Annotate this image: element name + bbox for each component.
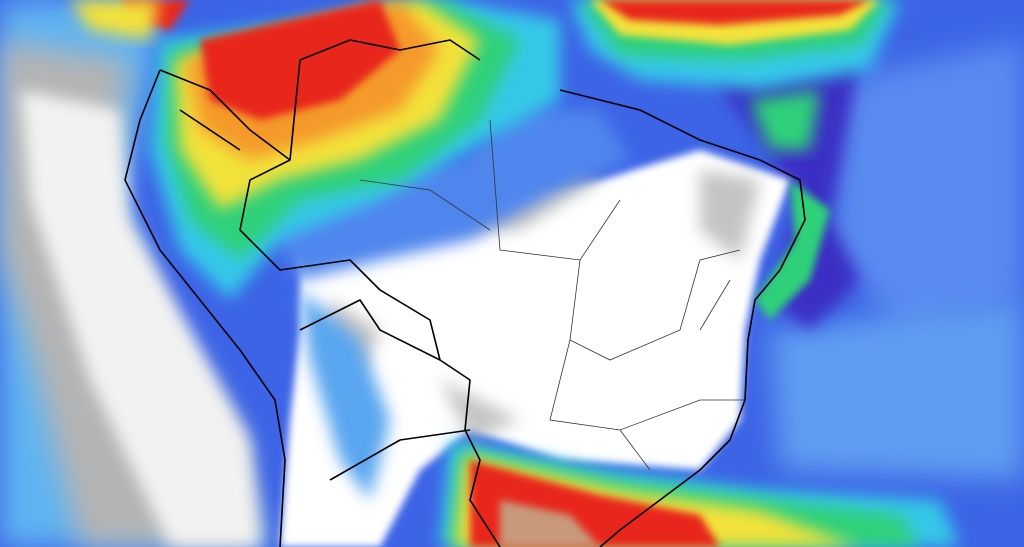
blue-zone-central <box>250 110 630 280</box>
na-red <box>600 0 870 25</box>
venezuela-border <box>299 39 481 61</box>
paraguay-bolivia-border <box>299 299 471 481</box>
offshore-green <box>750 90 820 150</box>
land-layer <box>250 110 790 547</box>
coastline-west <box>124 69 286 547</box>
nw-red <box>120 0 400 120</box>
blue-zone-andes <box>300 290 390 500</box>
colombia-peru-border <box>159 69 291 161</box>
state-lines <box>359 119 745 471</box>
land-gray-patches <box>320 150 760 440</box>
heavy-rain-south <box>440 440 960 547</box>
nw-top-left-bands <box>70 0 160 40</box>
brazil-west-border <box>239 59 501 547</box>
s-brown <box>500 500 600 547</box>
purple-band <box>700 50 860 330</box>
ocean-east-light <box>830 40 1024 330</box>
ocean-east-light-south <box>770 300 1024 480</box>
coastline-north-east <box>559 89 806 547</box>
borders <box>124 39 806 547</box>
heavy-rain-north-atlantic <box>570 0 900 320</box>
pacific-white <box>20 90 260 547</box>
ne-coast-green <box>755 180 830 320</box>
state-borders <box>359 119 745 471</box>
heavy-rain-northwest <box>70 0 560 300</box>
